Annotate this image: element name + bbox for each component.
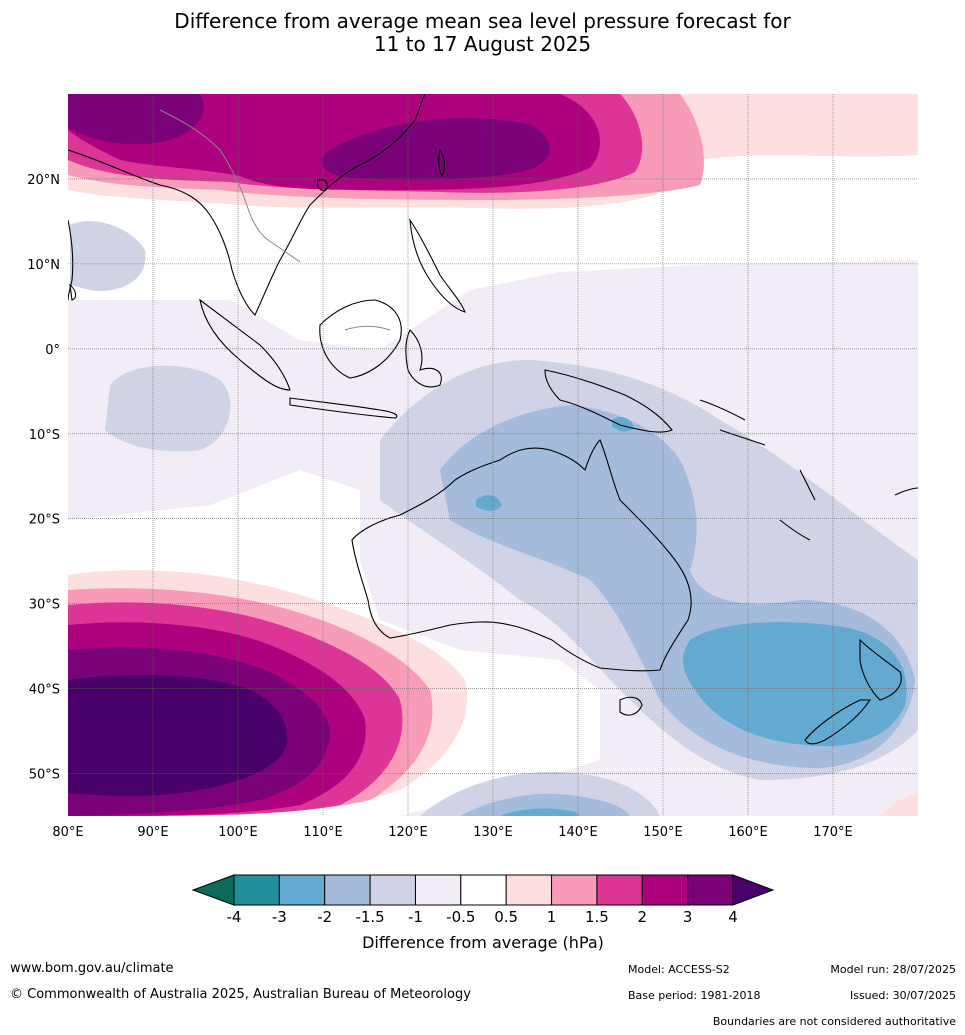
low-west-indian xyxy=(105,365,231,452)
low-bay-bengal xyxy=(70,221,146,291)
low-south-edge-core xyxy=(500,808,580,816)
colorbar-swatch xyxy=(414,874,462,906)
coast-new-caledonia xyxy=(779,519,811,541)
title-line-2: 11 to 17 August 2025 xyxy=(373,32,592,56)
low-south-edge-inner xyxy=(460,793,630,816)
lon-tick-label: 150°E xyxy=(643,825,683,840)
low-tasman xyxy=(683,622,907,747)
lon-tick-label: 100°E xyxy=(218,825,258,840)
colorbar-tick-label: 1.5 xyxy=(585,908,609,926)
colorbar-extend-low xyxy=(191,874,235,906)
coast-hainan xyxy=(316,179,328,191)
lon-tick-label: 130°E xyxy=(473,825,513,840)
coast-sumatra xyxy=(199,298,291,391)
coast-new-zealand-south xyxy=(804,699,872,745)
footer-url[interactable]: www.bom.gov.au/climate xyxy=(10,961,174,976)
colorbar-tick-label: 4 xyxy=(728,908,738,926)
lat-tick-label: 20°N xyxy=(27,173,60,188)
lat-tick-label: 20°S xyxy=(29,513,60,528)
footer-disclaimer: Boundaries are not considered authoritat… xyxy=(712,1015,956,1028)
coastlines xyxy=(68,94,918,745)
footer-model-run: Model run: 28/07/2025 xyxy=(830,963,956,976)
coast-borneo xyxy=(319,299,402,379)
lat-tick-label: 50°S xyxy=(29,768,60,783)
colorbar-tick-label: -1.5 xyxy=(355,908,384,926)
coast-java xyxy=(289,397,398,419)
footer-model: Model: ACCESS-S2 xyxy=(628,963,730,976)
colorbar-tick-label: 3 xyxy=(683,908,693,926)
colorbar-swatch xyxy=(596,874,643,906)
high-south-5 xyxy=(68,674,287,796)
colorbar-swatch xyxy=(505,874,553,906)
high-southeast-corner xyxy=(880,792,918,816)
colorbar-swatch xyxy=(233,874,280,906)
title-line-1: Difference from average mean sea level p… xyxy=(174,9,791,33)
lon-tick-label: 120°E xyxy=(388,825,428,840)
colorbar-tick-label: 1 xyxy=(547,908,557,926)
colorbar-swatch xyxy=(460,874,507,906)
lat-tick-label: 10°S xyxy=(29,428,60,443)
coast-philippines xyxy=(409,217,466,313)
colorbar-tick-label: -0.5 xyxy=(446,908,475,926)
coast-taiwan xyxy=(438,148,445,178)
lat-tick-label: 0° xyxy=(45,343,60,358)
colorbar: -4 -3 -2 -1.5 -1 -0.5 0.5 1 1.5 2 3 4 Difference fro… xyxy=(191,874,775,952)
country-borders xyxy=(159,109,391,331)
footer-issued: Issued: 30/07/2025 xyxy=(849,989,956,1002)
footer-copyright: © Commonwealth of Australia 2025, Austra… xyxy=(10,987,471,1002)
colorbar-tick-label: -1 xyxy=(408,908,423,926)
coast-solomons xyxy=(699,399,766,446)
colorbar-swatch xyxy=(641,874,689,906)
longitude-tick-labels: 80°E 90°E 100°E 110°E 120°E 130°E 140°E 150°E 16… xyxy=(52,825,852,840)
map-field xyxy=(68,94,918,816)
coast-fiji xyxy=(894,487,918,496)
coast-sulawesi xyxy=(405,329,442,388)
lon-tick-label: 110°E xyxy=(303,825,343,840)
lon-tick-label: 90°E xyxy=(137,825,168,840)
coast-india xyxy=(68,219,74,301)
lon-tick-label: 170°E xyxy=(813,825,853,840)
coast-asia-mainland xyxy=(68,94,426,316)
colorbar-tick-label: -2 xyxy=(317,908,332,926)
lat-tick-label: 40°S xyxy=(29,683,60,698)
border-mainland-se-asia xyxy=(159,109,301,263)
colorbar-swatch xyxy=(551,874,598,906)
graticule xyxy=(68,94,918,816)
colorbar-swatch xyxy=(687,874,734,906)
colorbar-extend-high xyxy=(732,874,775,906)
low-png xyxy=(612,417,634,432)
lon-tick-label: 140°E xyxy=(558,825,598,840)
colorbar-swatch xyxy=(369,874,416,906)
colorbar-tick-label: -4 xyxy=(227,908,242,926)
colorbar-swatch xyxy=(278,874,326,906)
colorbar-tick-label: 0.5 xyxy=(494,908,518,926)
coast-tasmania xyxy=(619,696,643,716)
colorbar-tick-label: 2 xyxy=(637,908,647,926)
low-nw-australia xyxy=(476,495,502,511)
lon-tick-label: 80°E xyxy=(52,825,83,840)
border-borneo xyxy=(344,325,391,331)
colorbar-swatch xyxy=(324,874,371,906)
lon-tick-label: 160°E xyxy=(728,825,768,840)
coast-vanuatu xyxy=(799,469,816,501)
lat-tick-label: 30°S xyxy=(29,598,60,613)
coast-sri-lanka xyxy=(69,283,77,301)
coast-new-guinea xyxy=(544,369,673,433)
coast-australia xyxy=(351,439,692,672)
colorbar-tick-label: -3 xyxy=(272,908,287,926)
colorbar-title: Difference from average (hPa) xyxy=(362,933,604,952)
coast-new-zealand-north xyxy=(859,638,902,701)
lat-tick-label: 10°N xyxy=(27,258,60,273)
latitude-tick-labels: 20°N 10°N 0° 10°S 20°S 30°S 40°S 50°S xyxy=(27,173,60,783)
high-north-west xyxy=(68,94,204,145)
chart-title: Difference from average mean sea level p… xyxy=(0,10,965,56)
footer-base-period: Base period: 1981-2018 xyxy=(628,989,761,1002)
